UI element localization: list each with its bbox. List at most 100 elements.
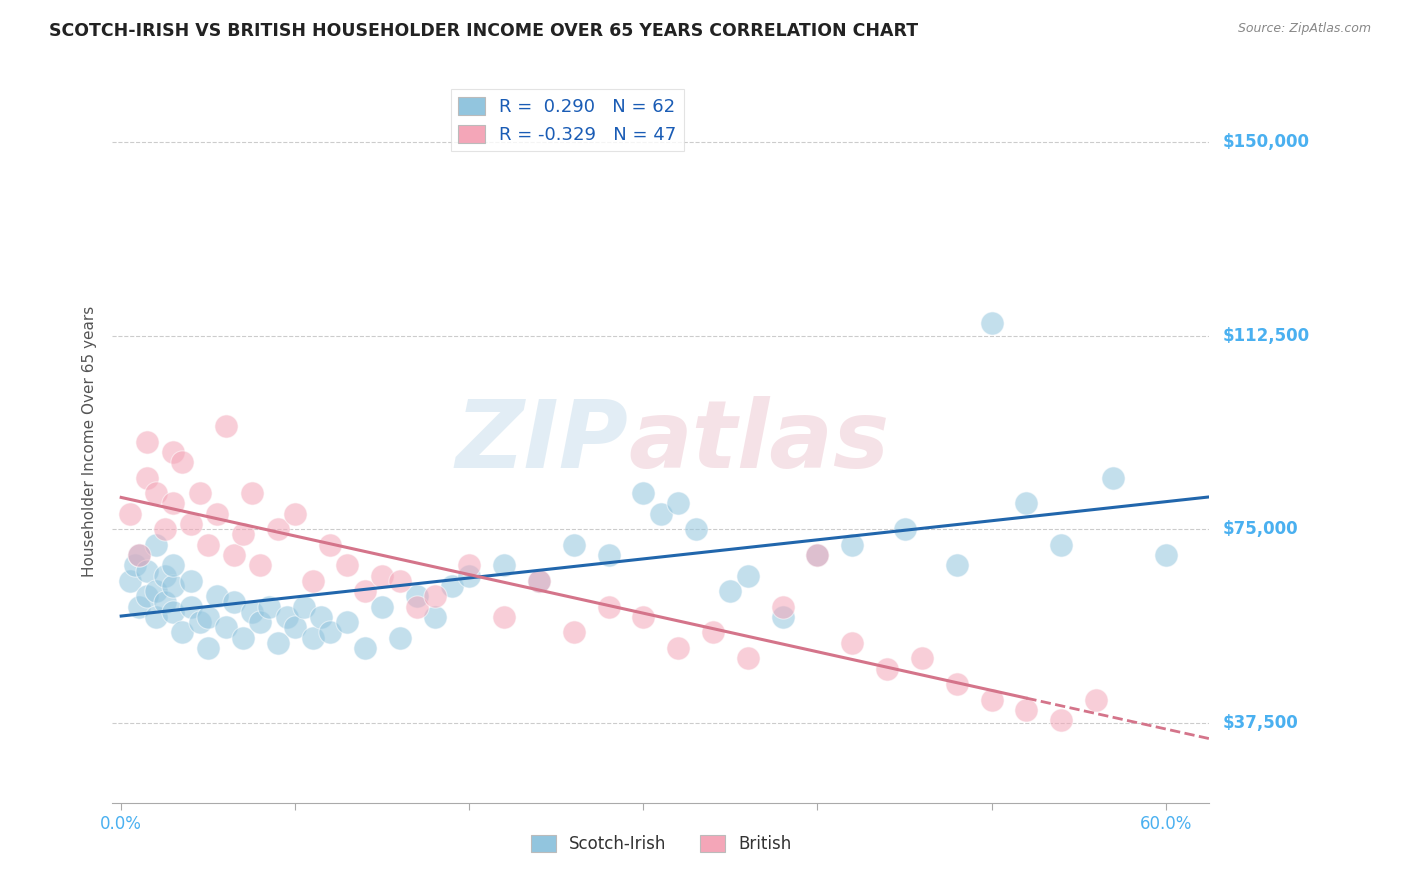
Point — [197, 610, 219, 624]
Text: Source: ZipAtlas.com: Source: ZipAtlas.com — [1237, 22, 1371, 36]
Point — [292, 599, 315, 614]
Point — [354, 640, 377, 655]
Point — [162, 558, 184, 573]
Point — [336, 615, 359, 630]
Point — [666, 640, 689, 655]
Point — [527, 574, 550, 588]
Text: SCOTCH-IRISH VS BRITISH HOUSEHOLDER INCOME OVER 65 YEARS CORRELATION CHART: SCOTCH-IRISH VS BRITISH HOUSEHOLDER INCO… — [49, 22, 918, 40]
Point — [145, 584, 167, 599]
Point — [145, 610, 167, 624]
Point — [180, 574, 202, 588]
Point — [737, 651, 759, 665]
Point — [388, 631, 411, 645]
Point — [197, 640, 219, 655]
Point — [311, 610, 333, 624]
Point — [633, 610, 655, 624]
Point — [301, 574, 323, 588]
Point — [458, 568, 481, 582]
Point — [406, 590, 429, 604]
Point — [153, 522, 176, 536]
Point — [685, 522, 707, 536]
Point — [911, 651, 934, 665]
Point — [666, 496, 689, 510]
Point — [301, 631, 323, 645]
Point — [1050, 713, 1073, 727]
Point — [371, 568, 394, 582]
Point — [232, 527, 254, 541]
Point — [267, 522, 290, 536]
Point — [136, 471, 159, 485]
Point — [980, 692, 1002, 706]
Point — [720, 584, 742, 599]
Point — [214, 419, 236, 434]
Point — [267, 636, 290, 650]
Point — [1085, 692, 1108, 706]
Point — [118, 507, 141, 521]
Point — [180, 599, 202, 614]
Point — [128, 548, 150, 562]
Point — [527, 574, 550, 588]
Point — [319, 538, 342, 552]
Point — [128, 548, 150, 562]
Point — [598, 599, 620, 614]
Text: atlas: atlas — [628, 395, 889, 488]
Point — [336, 558, 359, 573]
Legend: Scotch-Irish, British: Scotch-Irish, British — [524, 828, 797, 860]
Point — [650, 507, 672, 521]
Point — [257, 599, 280, 614]
Text: $75,000: $75,000 — [1223, 520, 1299, 538]
Point — [371, 599, 394, 614]
Point — [1154, 548, 1177, 562]
Point — [562, 538, 585, 552]
Point — [197, 538, 219, 552]
Point — [188, 615, 211, 630]
Point — [284, 507, 307, 521]
Point — [249, 558, 271, 573]
Point — [118, 574, 141, 588]
Point — [284, 620, 307, 634]
Point — [423, 590, 446, 604]
Point — [240, 486, 263, 500]
Point — [249, 615, 271, 630]
Point — [145, 486, 167, 500]
Point — [224, 548, 246, 562]
Point — [145, 538, 167, 552]
Point — [806, 548, 828, 562]
Point — [162, 496, 184, 510]
Point — [172, 455, 194, 469]
Point — [980, 316, 1002, 330]
Point — [319, 625, 342, 640]
Y-axis label: Householder Income Over 65 years: Householder Income Over 65 years — [82, 306, 97, 577]
Point — [128, 599, 150, 614]
Point — [1050, 538, 1073, 552]
Point — [136, 434, 159, 449]
Point — [172, 625, 194, 640]
Point — [1015, 496, 1038, 510]
Point — [772, 610, 794, 624]
Text: $37,500: $37,500 — [1223, 714, 1299, 731]
Point — [876, 662, 898, 676]
Point — [598, 548, 620, 562]
Point — [153, 594, 176, 608]
Point — [224, 594, 246, 608]
Point — [440, 579, 463, 593]
Point — [240, 605, 263, 619]
Point — [945, 677, 967, 691]
Point — [562, 625, 585, 640]
Point — [153, 568, 176, 582]
Point — [136, 564, 159, 578]
Point — [494, 610, 516, 624]
Point — [214, 620, 236, 634]
Text: $112,500: $112,500 — [1223, 326, 1310, 344]
Point — [633, 486, 655, 500]
Point — [423, 610, 446, 624]
Point — [945, 558, 967, 573]
Point — [136, 590, 159, 604]
Point — [354, 584, 377, 599]
Point — [205, 590, 228, 604]
Point — [162, 445, 184, 459]
Point — [841, 538, 863, 552]
Point — [180, 517, 202, 532]
Point — [406, 599, 429, 614]
Point — [772, 599, 794, 614]
